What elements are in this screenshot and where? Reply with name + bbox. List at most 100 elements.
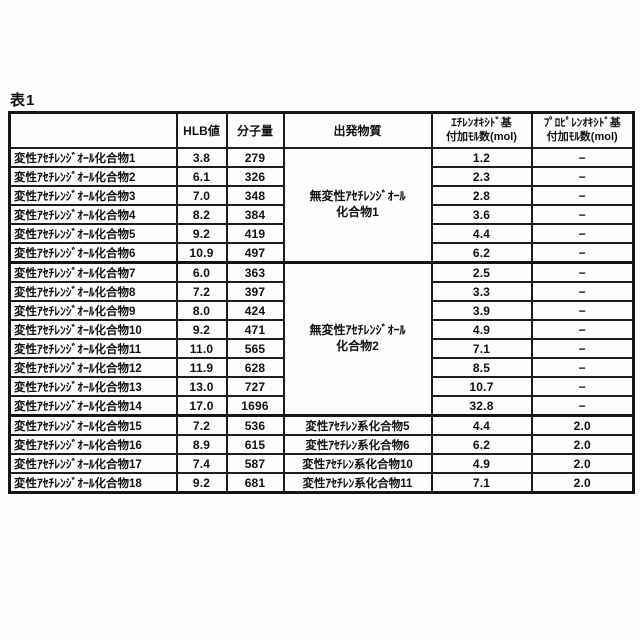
header-eo-line1: ｴﾁﾚﾝｵｷｼﾄﾞ基 [451, 117, 512, 130]
cell-mw: 1696 [225, 395, 285, 417]
header-hlb: HLB値 [175, 111, 228, 149]
cell-mw: 536 [225, 414, 285, 436]
cell-po: − [530, 357, 635, 378]
cell-mw: 565 [225, 338, 285, 359]
table-title: 表1 [10, 92, 36, 109]
cell-mw: 419 [225, 223, 285, 244]
cell-po: − [530, 166, 635, 187]
header-row: HLB値 分子量 出発物質 ｴﾁﾚﾝｵｷｼﾄﾞ基 付加ﾓﾙ数(mol) ﾌﾟﾛﾋﾟ… [8, 111, 635, 149]
cell-hlb: 11.0 [175, 338, 228, 359]
cell-hlb: 9.2 [175, 319, 228, 340]
cell-hlb: 8.2 [175, 204, 228, 225]
table-row: 変性ｱｾﾁﾚﾝｼﾞｵｰﾙ化合物9 8.0 424 3.9 − [8, 300, 635, 321]
cell-name: 変性ｱｾﾁﾚﾝｼﾞｵｰﾙ化合物14 [8, 395, 178, 417]
cell-mw: 587 [225, 453, 285, 474]
cell-mw: 628 [225, 357, 285, 378]
cell-eo: 7.1 [430, 338, 533, 359]
cell-eo: 6.2 [430, 242, 533, 264]
cell-start-material: 変性ｱｾﾁﾚﾝ系化合物11 [282, 472, 433, 494]
cell-name: 変性ｱｾﾁﾚﾝｼﾞｵｰﾙ化合物18 [8, 472, 178, 494]
cell-eo: 10.7 [430, 376, 533, 397]
cell-hlb: 6.0 [175, 261, 228, 283]
group1-line2: 化合物1 [336, 205, 379, 219]
cell-hlb: 8.0 [175, 300, 228, 321]
cell-name: 変性ｱｾﾁﾚﾝｼﾞｵｰﾙ化合物12 [8, 357, 178, 378]
cell-eo: 3.6 [430, 204, 533, 225]
header-po-line2: 付加ﾓﾙ数(mol) [546, 130, 618, 143]
cell-mw: 363 [225, 261, 285, 283]
table-row: 変性ｱｾﾁﾚﾝｼﾞｵｰﾙ化合物13 13.0 727 10.7 − [8, 376, 635, 397]
cell-mw: 424 [225, 300, 285, 321]
cell-start-material: 変性ｱｾﾁﾚﾝ系化合物6 [282, 434, 433, 455]
table-row: 変性ｱｾﾁﾚﾝｼﾞｵｰﾙ化合物15 7.2 536 変性ｱｾﾁﾚﾝ系化合物5 4… [8, 414, 635, 436]
cell-eo: 2.5 [430, 261, 533, 283]
cell-name: 変性ｱｾﾁﾚﾝｼﾞｵｰﾙ化合物6 [8, 242, 178, 264]
cell-name: 変性ｱｾﾁﾚﾝｼﾞｵｰﾙ化合物11 [8, 338, 178, 359]
table-row: 変性ｱｾﾁﾚﾝｼﾞｵｰﾙ化合物12 11.9 628 8.5 − [8, 357, 635, 378]
table-row: 変性ｱｾﾁﾚﾝｼﾞｵｰﾙ化合物1 3.8 279 無変性ｱｾﾁﾚﾝｼﾞｵｰﾙ 化合… [8, 147, 635, 264]
cell-eo: 1.2 [430, 147, 533, 168]
header-starting-material: 出発物質 [282, 111, 433, 149]
cell-mw: 279 [225, 147, 285, 168]
header-eo-line2: 付加ﾓﾙ数(mol) [446, 130, 517, 143]
table-row: 変性ｱｾﾁﾚﾝｼﾞｵｰﾙ化合物14 17.0 1696 32.8 − [8, 395, 635, 417]
cell-hlb: 10.9 [175, 242, 228, 264]
cell-po: − [530, 242, 635, 264]
cell-name: 変性ｱｾﾁﾚﾝｼﾞｵｰﾙ化合物13 [8, 376, 178, 397]
table-row: 変性ｱｾﾁﾚﾝｼﾞｵｰﾙ化合物6 10.9 497 6.2 − [8, 242, 635, 264]
table-row: 変性ｱｾﾁﾚﾝｼﾞｵｰﾙ化合物10 9.2 471 4.9 − [8, 319, 635, 340]
cell-name: 変性ｱｾﾁﾚﾝｼﾞｵｰﾙ化合物10 [8, 319, 178, 340]
cell-po: − [530, 338, 635, 359]
table-row: 変性ｱｾﾁﾚﾝｼﾞｵｰﾙ化合物8 7.2 397 3.3 − [8, 281, 635, 302]
table-row: 変性ｱｾﾁﾚﾝｼﾞｵｰﾙ化合物3 7.0 348 2.8 − [8, 185, 635, 206]
cell-po: − [530, 204, 635, 225]
cell-eo: 3.3 [430, 281, 533, 302]
table-row: 変性ｱｾﾁﾚﾝｼﾞｵｰﾙ化合物7 6.0 363 無変性ｱｾﾁﾚﾝｼﾞｵｰﾙ 化合… [8, 261, 635, 417]
header-compound-name [8, 111, 178, 149]
cell-name: 変性ｱｾﾁﾚﾝｼﾞｵｰﾙ化合物8 [8, 281, 178, 302]
cell-po: 2.0 [530, 434, 635, 455]
cell-eo: 7.1 [430, 472, 533, 494]
group1-line1: 無変性ｱｾﾁﾚﾝｼﾞｵｰﾙ [309, 189, 406, 204]
cell-po: − [530, 319, 635, 340]
cell-name: 変性ｱｾﾁﾚﾝｼﾞｵｰﾙ化合物4 [8, 204, 178, 225]
cell-start-material: 変性ｱｾﾁﾚﾝ系化合物5 [282, 414, 433, 436]
table-row: 変性ｱｾﾁﾚﾝｼﾞｵｰﾙ化合物18 9.2 681 変性ｱｾﾁﾚﾝ系化合物11 … [8, 472, 635, 494]
cell-po: − [530, 261, 635, 283]
cell-po: − [530, 395, 635, 417]
cell-name: 変性ｱｾﾁﾚﾝｼﾞｵｰﾙ化合物7 [8, 261, 178, 283]
cell-mw: 681 [225, 472, 285, 494]
cell-name: 変性ｱｾﾁﾚﾝｼﾞｵｰﾙ化合物17 [8, 453, 178, 474]
table-row: 変性ｱｾﾁﾚﾝｼﾞｵｰﾙ化合物16 8.9 615 変性ｱｾﾁﾚﾝ系化合物6 6… [8, 434, 635, 455]
cell-eo: 4.4 [430, 223, 533, 244]
cell-mw: 727 [225, 376, 285, 397]
cell-mw: 397 [225, 281, 285, 302]
cell-hlb: 7.2 [175, 414, 228, 436]
cell-po: − [530, 300, 635, 321]
cell-hlb: 7.2 [175, 281, 228, 302]
table-row: 変性ｱｾﾁﾚﾝｼﾞｵｰﾙ化合物2 6.1 326 2.3 − [8, 166, 635, 187]
cell-start-material-group1: 無変性ｱｾﾁﾚﾝｼﾞｵｰﾙ 化合物1 [282, 147, 433, 264]
cell-eo: 6.2 [430, 434, 533, 455]
cell-name: 変性ｱｾﾁﾚﾝｼﾞｵｰﾙ化合物9 [8, 300, 178, 321]
cell-po: 2.0 [530, 414, 635, 436]
compound-properties-table: HLB値 分子量 出発物質 ｴﾁﾚﾝｵｷｼﾄﾞ基 付加ﾓﾙ数(mol) ﾌﾟﾛﾋﾟ… [8, 111, 635, 494]
header-molecular-weight: 分子量 [225, 111, 285, 149]
cell-eo: 32.8 [430, 395, 533, 417]
cell-name: 変性ｱｾﾁﾚﾝｼﾞｵｰﾙ化合物5 [8, 223, 178, 244]
cell-hlb: 7.4 [175, 453, 228, 474]
cell-po: − [530, 223, 635, 244]
cell-po: − [530, 185, 635, 206]
cell-eo: 2.8 [430, 185, 533, 206]
cell-mw: 348 [225, 185, 285, 206]
cell-po: − [530, 281, 635, 302]
cell-eo: 2.3 [430, 166, 533, 187]
cell-start-material-group2: 無変性ｱｾﾁﾚﾝｼﾞｵｰﾙ 化合物2 [282, 261, 433, 417]
cell-hlb: 9.2 [175, 472, 228, 494]
cell-name: 変性ｱｾﾁﾚﾝｼﾞｵｰﾙ化合物16 [8, 434, 178, 455]
cell-hlb: 6.1 [175, 166, 228, 187]
cell-name: 変性ｱｾﾁﾚﾝｼﾞｵｰﾙ化合物2 [8, 166, 178, 187]
cell-mw: 615 [225, 434, 285, 455]
cell-start-material: 変性ｱｾﾁﾚﾝ系化合物10 [282, 453, 433, 474]
